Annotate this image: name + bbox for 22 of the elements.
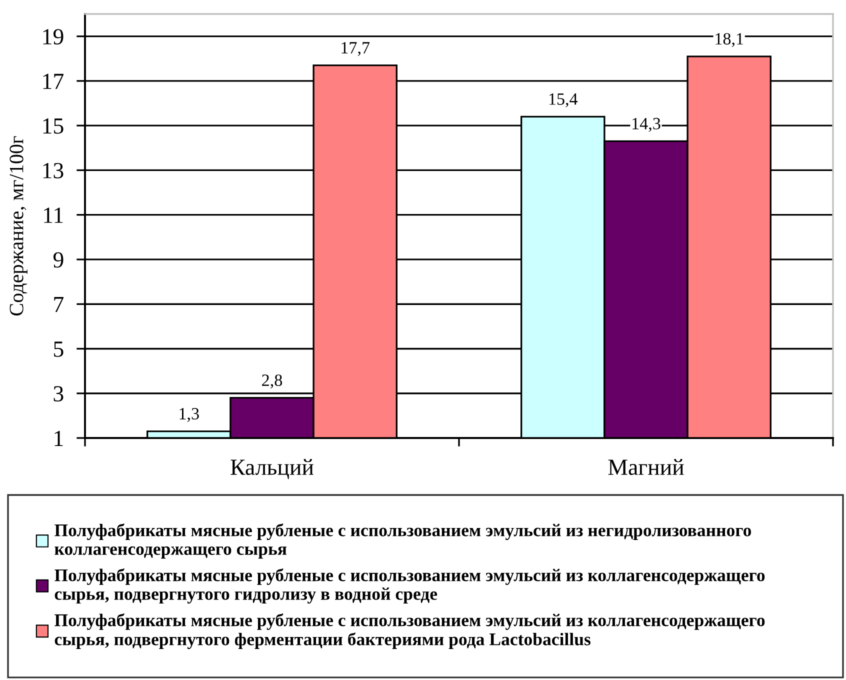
y-tick-label: 19 [43, 29, 64, 44]
x-tick-label: Магний [608, 459, 684, 475]
data-label: 2,8 [262, 374, 282, 388]
y-tick-label: 15 [43, 118, 64, 134]
data-label: 15,4 [549, 93, 578, 108]
data-label: 17,7 [342, 42, 370, 56]
y-tick-label: 7 [54, 297, 64, 312]
y-tick-label: 5 [54, 342, 64, 357]
y-tick-label: 9 [53, 252, 64, 268]
x-tick-label: Кальций [230, 459, 314, 480]
y-tick-label: 1 [54, 430, 63, 446]
y-tick-label: 13 [43, 162, 64, 178]
y-tick-label: 3 [54, 386, 64, 402]
y-axis-title: Содержание, мг/100г [10, 136, 28, 316]
y-tick-label: 17 [43, 74, 64, 89]
data-label: 18,1 [716, 33, 744, 48]
data-label: 14,3 [632, 118, 660, 132]
legend-label: Полуфабрикаты мясные рубленые с использованием эмульсий из негидролизованного коллагенсодержащего сырья [54, 523, 752, 559]
legend-label: Полуфабрикаты мясные рубленые с использованием эмульсий из коллагенсодержащего сырья, подвергнутого гидролизу в водной среде [54, 568, 765, 604]
y-tick-label: 11 [44, 208, 63, 223]
legend-label: Полуфабрикаты мясные рубленые с использованием эмульсий из коллагенсодержащего сырья, подвергнутого ферментации бактериями рода Lactobacillus [54, 613, 765, 650]
data-label: 1,3 [180, 408, 199, 422]
